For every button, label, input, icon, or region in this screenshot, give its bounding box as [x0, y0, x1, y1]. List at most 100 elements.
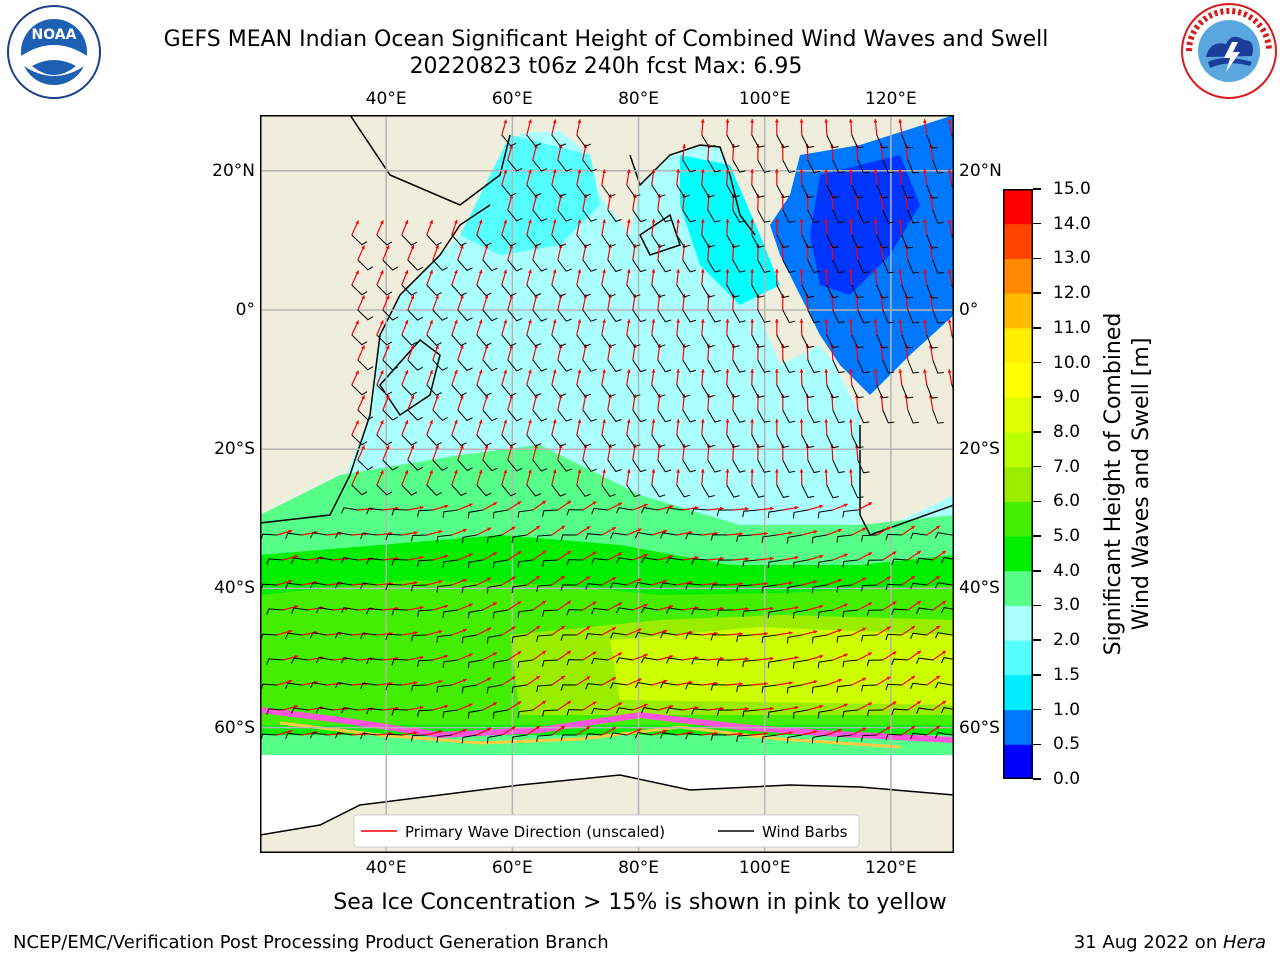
- wind-barb: [557, 159, 573, 172]
- wind-barb: [907, 359, 920, 374]
- wave-arrowhead: [536, 575, 540, 580]
- wave-arrowhead: [824, 269, 829, 273]
- wave-arrowhead: [764, 581, 768, 586]
- wind-barb: [857, 159, 870, 174]
- wave-arrowhead: [511, 676, 516, 681]
- wave-arrowhead: [385, 395, 390, 400]
- wind-barb: [707, 359, 721, 373]
- wind-barb: [360, 582, 377, 589]
- wind-barb: [926, 184, 938, 199]
- wave-arrowhead: [725, 219, 730, 223]
- wave-arrowhead: [867, 602, 872, 606]
- wind-barb: [260, 533, 277, 541]
- wave-arrowhead: [637, 678, 642, 682]
- wind-barb: [591, 707, 608, 715]
- colorbar-cell: [1003, 640, 1033, 676]
- lat-label-right: 20°N: [959, 160, 1002, 181]
- colorbar-tick: [1033, 292, 1041, 294]
- wind-barb: [526, 234, 542, 247]
- wave-arrowhead: [592, 551, 597, 556]
- wind-barb: [842, 559, 858, 568]
- wind-barb: [582, 409, 597, 422]
- wave-arrowhead: [536, 625, 540, 630]
- wind-barb: [334, 632, 352, 639]
- wind-barb: [701, 134, 715, 148]
- wind-barb: [860, 534, 877, 542]
- wind-barb: [857, 409, 870, 424]
- wind-barb: [882, 159, 895, 174]
- legend-barb-label: Wind Barbs: [762, 823, 848, 841]
- wave-arrowhead: [404, 470, 409, 475]
- wind-barb: [811, 534, 827, 544]
- wind-barb: [626, 334, 641, 348]
- wave-arrowhead: [618, 552, 623, 557]
- wave-arrowhead: [567, 600, 571, 605]
- wave-arrowhead: [444, 704, 449, 709]
- wind-barb: [360, 732, 377, 739]
- lon-label-bottom: 40°E: [365, 858, 407, 878]
- wave-arrowhead: [799, 369, 804, 373]
- wave-arrowhead: [552, 169, 557, 174]
- wind-barb: [732, 259, 746, 273]
- wind-barb: [551, 184, 567, 197]
- wave-arrowhead: [410, 395, 415, 400]
- wind-barb: [761, 534, 777, 543]
- wind-barb: [792, 509, 808, 519]
- wave-arrowhead: [288, 679, 293, 684]
- colorbar-tick-label: 8.0: [1053, 421, 1081, 442]
- wind-barb: [742, 509, 758, 518]
- colorbar-tick-label: 1.5: [1053, 664, 1081, 685]
- wave-arrowhead: [355, 270, 359, 275]
- wind-barb: [842, 709, 858, 718]
- wave-arrowhead: [892, 651, 897, 655]
- lon-label-top: 40°E: [365, 89, 407, 109]
- wave-arrowhead: [764, 731, 768, 736]
- wind-barb: [417, 709, 433, 717]
- wave-arrowhead: [586, 576, 591, 580]
- wind-barb: [691, 608, 708, 615]
- wave-arrowhead: [454, 469, 458, 474]
- wind-barb: [501, 384, 517, 397]
- colorbar-tick: [1033, 500, 1041, 503]
- wave-arrowhead: [799, 169, 804, 173]
- wave-arrowhead: [626, 169, 631, 173]
- colorbar-cell: [1003, 431, 1033, 468]
- wind-barb: [836, 584, 852, 593]
- wave-arrowhead: [848, 369, 853, 373]
- wind-barb: [826, 284, 839, 299]
- wind-barb: [701, 284, 715, 298]
- wave-arrowhead: [429, 470, 433, 474]
- wind-barb: [285, 582, 302, 589]
- wave-arrowhead: [438, 579, 443, 584]
- wave-arrowhead: [459, 294, 464, 299]
- wind-barb: [761, 734, 777, 743]
- wind-barb: [610, 682, 627, 689]
- wind-barb: [676, 234, 691, 248]
- wave-arrowhead: [528, 369, 532, 374]
- colorbar-title-line2: Wind Waves and Swell [m]: [1129, 337, 1154, 631]
- wave-arrowhead: [643, 503, 648, 508]
- wave-arrowhead: [492, 652, 497, 656]
- wind-barb: [932, 409, 944, 424]
- wave-arrowhead: [413, 631, 418, 635]
- wave-arrowhead: [935, 725, 940, 730]
- lon-label-bottom: 120°E: [865, 858, 917, 878]
- wind-barb: [266, 658, 283, 665]
- colorbar-tick-label: 7.0: [1053, 456, 1081, 477]
- wave-arrowhead: [379, 270, 384, 275]
- wind-barb: [360, 532, 377, 539]
- bay-of-bengal-shading: [680, 155, 780, 305]
- wave-arrowhead: [454, 269, 458, 274]
- wave-arrowhead: [413, 531, 418, 535]
- wave-arrowhead: [892, 701, 897, 705]
- wind-barb: [891, 658, 908, 665]
- wave-arrowhead: [560, 725, 565, 730]
- wind-barb: [666, 607, 683, 614]
- wind-barb: [801, 484, 815, 499]
- wave-arrowhead: [848, 219, 853, 223]
- wind-barb: [360, 682, 377, 689]
- wind-barb: [842, 659, 858, 668]
- wind-barb: [451, 434, 467, 447]
- wind-barb: [492, 609, 508, 619]
- wave-arrowhead: [503, 169, 508, 174]
